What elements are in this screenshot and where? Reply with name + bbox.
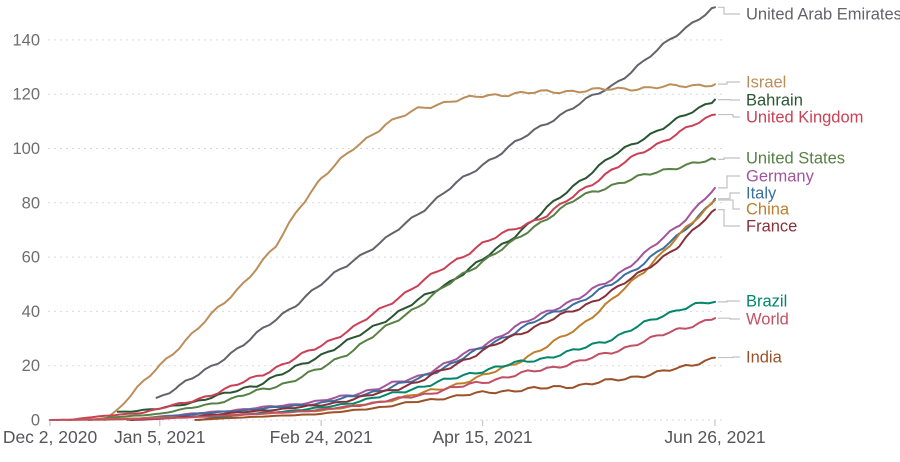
line-united-arab-emirates[interactable] bbox=[155, 6, 716, 399]
leader-china bbox=[718, 199, 740, 210]
series-label-world[interactable]: World bbox=[746, 311, 789, 329]
line-united-states[interactable] bbox=[87, 157, 716, 421]
y-tick-label-140: 140 bbox=[12, 31, 40, 49]
y-tick-label-20: 20 bbox=[22, 357, 40, 375]
series-label-china[interactable]: China bbox=[746, 201, 790, 219]
series-label-united-kingdom[interactable]: United Kingdom bbox=[746, 109, 863, 127]
line-bahrain[interactable] bbox=[116, 98, 716, 413]
y-tick-label-60: 60 bbox=[22, 249, 40, 267]
leader-france bbox=[718, 208, 740, 227]
y-tick-label-120: 120 bbox=[12, 86, 40, 104]
leader-united-kingdom bbox=[718, 113, 740, 118]
gridlines bbox=[48, 39, 722, 421]
line-israel[interactable] bbox=[103, 83, 716, 421]
line-united-kingdom[interactable] bbox=[68, 113, 716, 421]
line-germany[interactable] bbox=[126, 186, 716, 421]
leader-united-states bbox=[718, 157, 740, 160]
leader-israel bbox=[718, 81, 740, 85]
series-label-united-arab-emirates[interactable]: United Arab Emirates bbox=[746, 6, 900, 24]
leader-world bbox=[718, 317, 740, 320]
line-italy[interactable] bbox=[129, 197, 716, 421]
series-label-united-states[interactable]: United States bbox=[746, 150, 845, 168]
series-label-india[interactable]: India bbox=[746, 349, 783, 367]
leader-india bbox=[718, 356, 740, 359]
series-label-bahrain[interactable]: Bahrain bbox=[746, 92, 803, 110]
y-tick-label-0: 0 bbox=[31, 412, 40, 430]
series-label-italy[interactable]: Italy bbox=[746, 185, 777, 203]
x-tick-label-dec-2-2020: Dec 2, 2020 bbox=[3, 427, 98, 447]
line-india[interactable] bbox=[194, 356, 716, 421]
series-label-brazil[interactable]: Brazil bbox=[746, 293, 787, 311]
line-brazil[interactable] bbox=[197, 300, 716, 421]
series-label-israel[interactable]: Israel bbox=[746, 74, 786, 92]
leader-italy bbox=[718, 192, 740, 200]
line-france[interactable] bbox=[129, 208, 716, 421]
series-lines bbox=[49, 6, 716, 421]
leader-germany bbox=[718, 175, 740, 189]
y-tick-label-40: 40 bbox=[22, 303, 40, 321]
x-axis: Dec 2, 2020 Jan 5, 2021 Feb 24, 2021 Apr 15… bbox=[3, 420, 766, 447]
leader-brazil bbox=[718, 300, 740, 303]
series-label-france[interactable]: France bbox=[746, 218, 797, 236]
x-tick-label-jan-5-2021: Jan 5, 2021 bbox=[114, 427, 205, 447]
series-labels: United Arab EmiratesIsraelBahrainUnited … bbox=[746, 6, 900, 367]
y-tick-label-80: 80 bbox=[22, 194, 40, 212]
series-label-germany[interactable]: Germany bbox=[746, 168, 815, 186]
label-leaders bbox=[718, 6, 740, 359]
x-tick-label-feb-24-2021: Feb 24, 2021 bbox=[270, 427, 373, 447]
line-world[interactable] bbox=[49, 317, 716, 421]
y-axis-labels: 0 20 40 60 80 100 120 140 bbox=[12, 31, 40, 429]
x-tick-label-jun-26-2021: Jun 26, 2021 bbox=[664, 427, 765, 447]
y-tick-label-100: 100 bbox=[12, 140, 40, 158]
x-tick-label-apr-15-2021: Apr 15, 2021 bbox=[432, 427, 532, 447]
leader-united-arab-emirates bbox=[718, 6, 740, 15]
